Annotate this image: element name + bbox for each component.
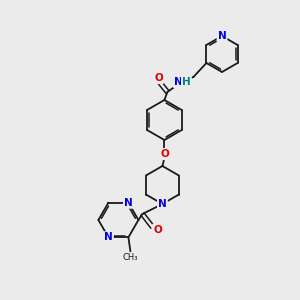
- Text: H: H: [182, 77, 191, 87]
- Text: N: N: [174, 77, 183, 87]
- Text: O: O: [154, 73, 163, 83]
- Text: N: N: [158, 199, 167, 209]
- Text: O: O: [153, 225, 162, 235]
- Text: CH₃: CH₃: [123, 253, 138, 262]
- Text: N: N: [218, 31, 226, 41]
- Text: O: O: [160, 149, 169, 159]
- Text: N: N: [104, 232, 113, 242]
- Text: N: N: [124, 198, 133, 208]
